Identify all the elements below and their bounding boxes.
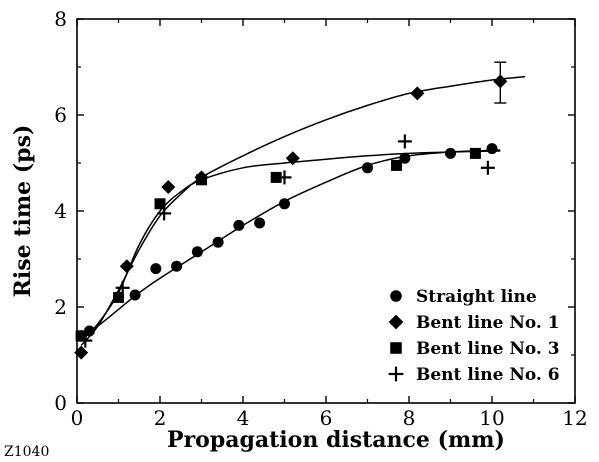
circle-marker — [486, 143, 498, 155]
legend-label: Bent line No. 1 — [416, 313, 560, 333]
legend: Straight line Bent line No. 1 Bent line No… — [388, 287, 560, 385]
circle-marker — [129, 289, 141, 301]
diamond-marker — [119, 259, 134, 274]
data-points — [74, 61, 508, 360]
square-marker — [154, 198, 166, 210]
legend-label: Bent line No. 6 — [416, 365, 560, 385]
x-tick-label: 2 — [154, 406, 167, 430]
square-marker — [113, 291, 124, 303]
x-tick-label: 12 — [562, 406, 587, 430]
square-marker — [270, 171, 282, 183]
circle-marker — [233, 219, 245, 231]
y-tick-label: 4 — [54, 199, 67, 223]
circle-marker — [399, 152, 411, 164]
square-marker — [390, 342, 402, 354]
square-marker — [469, 147, 481, 159]
circle-marker — [212, 236, 224, 248]
circle-marker — [445, 147, 456, 159]
diamond-marker — [285, 151, 300, 166]
diamond-marker — [161, 180, 176, 194]
y-tick-label: 8 — [54, 7, 67, 31]
y-axis-title: Rise time (ps) — [10, 125, 36, 298]
y-tick-label: 6 — [54, 103, 67, 127]
axis-ticks: 0 2 4 6 8 10 12 0 2 4 6 8 — [54, 7, 587, 430]
x-axis-title: Propagation distance (mm) — [167, 427, 505, 453]
diamond-marker — [493, 74, 508, 89]
circle-marker — [83, 325, 95, 337]
legend-label: Straight line — [416, 287, 537, 307]
circle-marker — [150, 263, 162, 275]
circle-marker — [191, 246, 203, 258]
circle-marker — [362, 162, 373, 174]
square-marker — [196, 174, 207, 186]
x-tick-label: 0 — [71, 406, 84, 430]
y-tick-label: 2 — [54, 295, 67, 319]
legend-label: Bent line No. 3 — [416, 339, 560, 359]
x-tick-label: 10 — [479, 406, 504, 430]
square-marker — [75, 330, 87, 342]
circle-marker — [279, 198, 290, 210]
circle-marker — [171, 260, 183, 272]
square-marker — [391, 159, 403, 171]
circle-marker — [390, 290, 402, 302]
circle-marker — [254, 217, 266, 229]
y-tick-label: 0 — [54, 391, 67, 415]
x-tick-label: 6 — [320, 406, 333, 430]
diamond-marker — [388, 314, 404, 330]
x-tick-label: 4 — [237, 406, 250, 430]
figure-id: Z1040 — [4, 444, 49, 460]
x-tick-label: 8 — [403, 406, 416, 430]
diamond-marker — [410, 86, 425, 101]
diamond-marker — [74, 345, 89, 360]
